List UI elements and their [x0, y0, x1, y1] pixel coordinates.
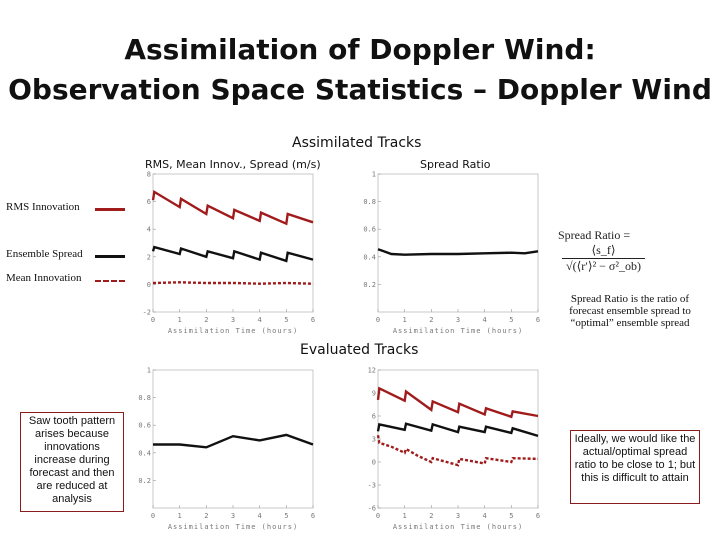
x-tick-label: 1 — [178, 316, 182, 324]
x-tick-label: 4 — [258, 316, 262, 324]
evaluated-tracks-label: Evaluated Tracks — [300, 342, 419, 358]
y-tick-label: 12 — [368, 367, 376, 375]
y-tick-label: 9 — [372, 390, 376, 398]
y-tick-label: 0.8 — [363, 198, 376, 206]
x-tick-label: 2 — [429, 316, 433, 324]
y-tick-label: 0 — [147, 281, 151, 289]
plot-frame — [377, 173, 539, 313]
chart-assimilated-ratio: 0.2 0.4 0.6 0.8 1 0 1 2 3 4 5 6 Assimilation Time (h… — [363, 171, 540, 336]
assimilated-tracks-label: Assimilated Tracks — [292, 135, 422, 151]
formula-label: Spread Ratio = — [558, 228, 631, 242]
formula-denominator: √(⟨r′⟩² − σ²_ob) — [566, 259, 641, 273]
y-tick-label: 6 — [147, 198, 151, 206]
y-tick-label: 2 — [147, 253, 151, 261]
x-tick-label: 2 — [429, 512, 433, 520]
legend-rms-line — [95, 208, 125, 211]
y-tick-label: -2 — [143, 309, 151, 317]
y-tick-label: 8 — [147, 171, 151, 179]
x-axis-label: Assimilation Time (hours) — [168, 327, 298, 335]
x-tick-label: 4 — [483, 512, 487, 520]
series-line-mean — [152, 281, 314, 285]
chart-evaluated-ratio: 0.2 0.4 0.6 0.8 1 0 1 2 3 4 5 6 Assimilation Time (h… — [138, 367, 315, 532]
ratio-panel-title: Spread Ratio — [420, 158, 491, 171]
x-tick-label: 6 — [311, 512, 315, 520]
y-tick-label: 1 — [372, 171, 376, 179]
spread-ratio-note: Spread Ratio is the ratio of forecast en… — [569, 293, 691, 329]
y-tick-label: -6 — [368, 505, 376, 513]
x-tick-label: 4 — [258, 512, 262, 520]
series-line-spread — [153, 433, 314, 449]
y-tick-label: 0.6 — [138, 422, 151, 430]
rms-panel-title: RMS, Mean Innov., Spread (m/s) — [145, 158, 321, 171]
series-line-spread — [376, 422, 539, 438]
y-tick-label: 0 — [372, 459, 376, 467]
plot-frame — [152, 173, 314, 313]
series-line-spread — [377, 248, 539, 256]
legend-mean-label: Mean Innovation — [6, 272, 82, 284]
x-tick-label: 5 — [284, 512, 288, 520]
y-tick-label: -3 — [368, 482, 376, 490]
x-tick-label: 6 — [536, 316, 540, 324]
plot-frame — [152, 369, 314, 509]
slide-title: Assimilation of Doppler Wind: Observatio… — [0, 30, 720, 110]
y-tick-label: 0.2 — [363, 281, 376, 289]
x-tick-label: 3 — [231, 316, 235, 324]
plot-frame — [377, 369, 539, 509]
legend-mean-line — [95, 280, 125, 282]
x-axis-label: Assimilation Time (hours) — [168, 523, 298, 531]
x-tick-label: 1 — [403, 316, 407, 324]
y-tick-label: 0.4 — [138, 449, 151, 457]
y-tick-label: 0.2 — [138, 477, 151, 485]
y-tick-label: 0.6 — [363, 226, 376, 234]
sawtooth-note-box: Saw tooth pattern arises because innovat… — [20, 412, 124, 512]
x-tick-label: 2 — [204, 316, 208, 324]
y-tick-label: 1 — [147, 367, 151, 375]
series-line-rms — [376, 386, 539, 419]
x-tick-label: 1 — [403, 512, 407, 520]
y-tick-label: 0.4 — [363, 253, 376, 261]
x-tick-label: 0 — [151, 512, 155, 520]
series-line-spread — [151, 245, 314, 263]
title-line-2: Observation Space Statistics – Doppler W… — [8, 73, 712, 106]
x-tick-label: 6 — [536, 512, 540, 520]
y-tick-label: 3 — [372, 436, 376, 444]
title-line-1: Assimilation of Doppler Wind: — [124, 33, 596, 66]
x-axis-label: Assimilation Time (hours) — [393, 327, 523, 335]
ideal-ratio-note-box: Ideally, we would like the actual/optima… — [570, 430, 700, 504]
y-tick-label: 6 — [372, 413, 376, 421]
x-tick-label: 3 — [456, 316, 460, 324]
x-tick-label: 0 — [376, 512, 380, 520]
x-tick-label: 0 — [151, 316, 155, 324]
x-axis-label: Assimilation Time (hours) — [393, 523, 523, 531]
formula-numerator: ⟨s_f⟩ — [562, 243, 645, 259]
x-tick-label: 3 — [456, 512, 460, 520]
x-tick-label: 0 — [376, 316, 380, 324]
x-tick-label: 5 — [509, 512, 513, 520]
x-tick-label: 6 — [311, 316, 315, 324]
x-tick-label: 4 — [483, 316, 487, 324]
spread-ratio-formula: Spread Ratio = ⟨s_f⟩ √(⟨r′⟩² − σ²_ob) — [558, 228, 720, 274]
series-line-mean — [376, 434, 539, 467]
series-line-rms — [151, 189, 314, 226]
x-tick-label: 5 — [509, 316, 513, 324]
legend-rms-label: RMS Innovation — [6, 201, 80, 213]
x-tick-label: 2 — [204, 512, 208, 520]
y-tick-label: 4 — [147, 226, 151, 234]
y-tick-label: 0.8 — [138, 394, 151, 402]
x-tick-label: 3 — [231, 512, 235, 520]
legend-spread-label: Ensemble Spread — [6, 248, 83, 260]
x-tick-label: 5 — [284, 316, 288, 324]
legend-spread-line — [95, 255, 125, 258]
x-tick-label: 1 — [178, 512, 182, 520]
